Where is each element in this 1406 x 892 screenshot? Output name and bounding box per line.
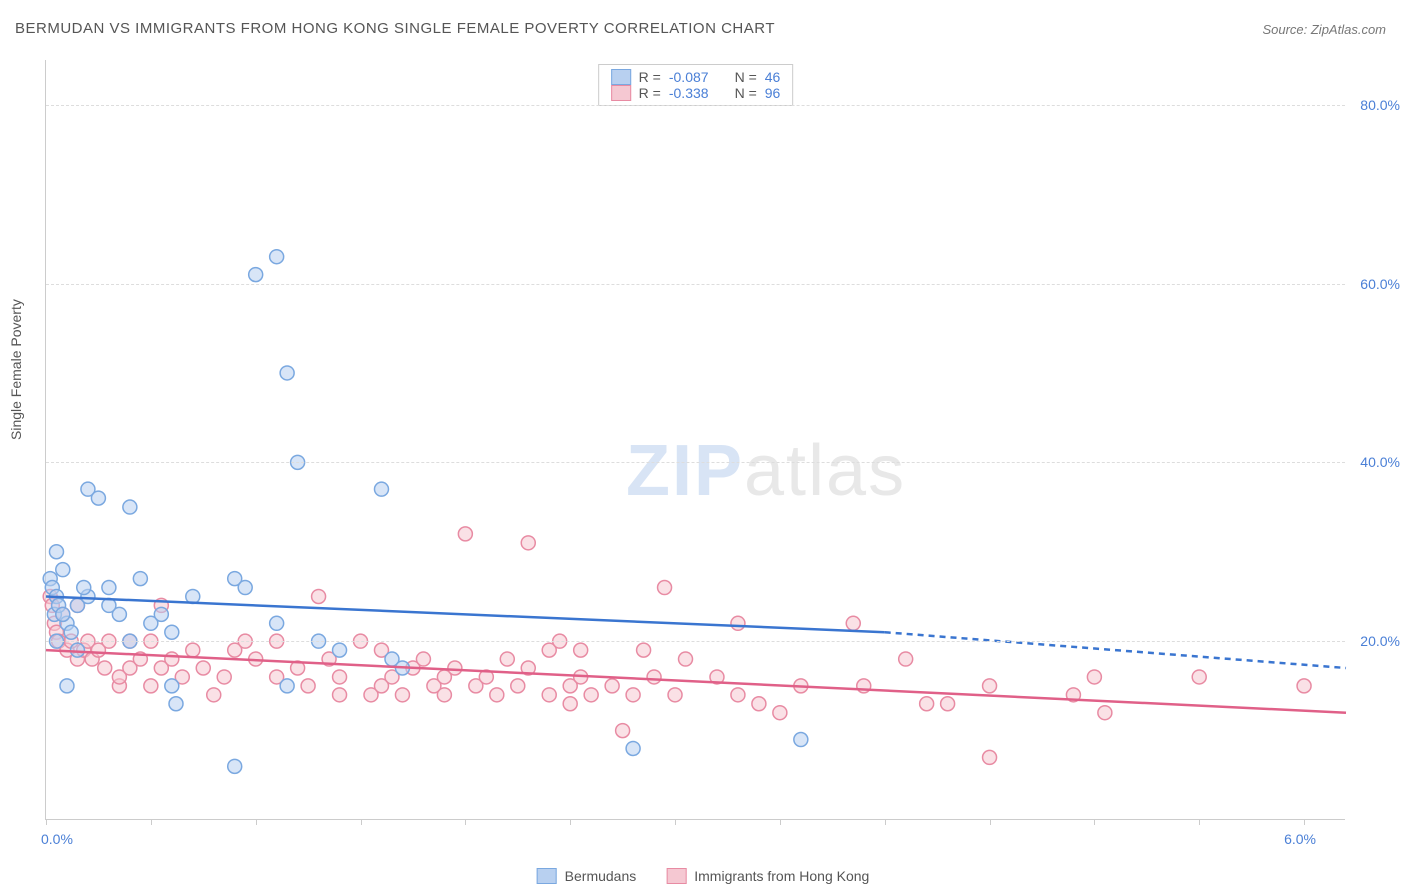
- gridline: [46, 462, 1345, 463]
- bottom-legend-label-1: Immigrants from Hong Kong: [694, 868, 869, 884]
- chart-title: BERMUDAN VS IMMIGRANTS FROM HONG KONG SI…: [15, 20, 775, 37]
- bottom-legend-hongkong: Immigrants from Hong Kong: [666, 868, 869, 884]
- legend-swatch-hongkong-bottom: [666, 868, 686, 884]
- bottom-legend: Bermudans Immigrants from Hong Kong: [537, 868, 870, 884]
- gridline: [46, 284, 1345, 285]
- x-tick: [1304, 819, 1305, 825]
- x-tick: [361, 819, 362, 825]
- x-tick: [256, 819, 257, 825]
- y-axis-label: Single Female Poverty: [8, 299, 24, 440]
- x-tick: [570, 819, 571, 825]
- x-tick-label: 0.0%: [41, 831, 73, 847]
- x-tick: [1094, 819, 1095, 825]
- scatter-plot: [46, 60, 1345, 819]
- y-tick-label: 80.0%: [1360, 97, 1400, 113]
- legend-swatch-bermudans-bottom: [537, 868, 557, 884]
- y-tick-label: 40.0%: [1360, 454, 1400, 470]
- gridline: [46, 105, 1345, 106]
- x-tick-label: 6.0%: [1284, 831, 1316, 847]
- x-tick: [46, 819, 47, 825]
- x-tick: [990, 819, 991, 825]
- y-tick-label: 20.0%: [1360, 633, 1400, 649]
- bottom-legend-bermudans: Bermudans: [537, 868, 637, 884]
- source-label: Source: ZipAtlas.com: [1262, 22, 1386, 37]
- x-tick: [885, 819, 886, 825]
- x-tick: [151, 819, 152, 825]
- x-tick: [1199, 819, 1200, 825]
- x-tick: [675, 819, 676, 825]
- gridline: [46, 641, 1345, 642]
- bottom-legend-label-0: Bermudans: [565, 868, 637, 884]
- x-tick: [465, 819, 466, 825]
- x-tick: [780, 819, 781, 825]
- y-tick-label: 60.0%: [1360, 276, 1400, 292]
- plot-area: ZIPatlas R = -0.087 N = 46 R = -0.338 N …: [45, 60, 1345, 820]
